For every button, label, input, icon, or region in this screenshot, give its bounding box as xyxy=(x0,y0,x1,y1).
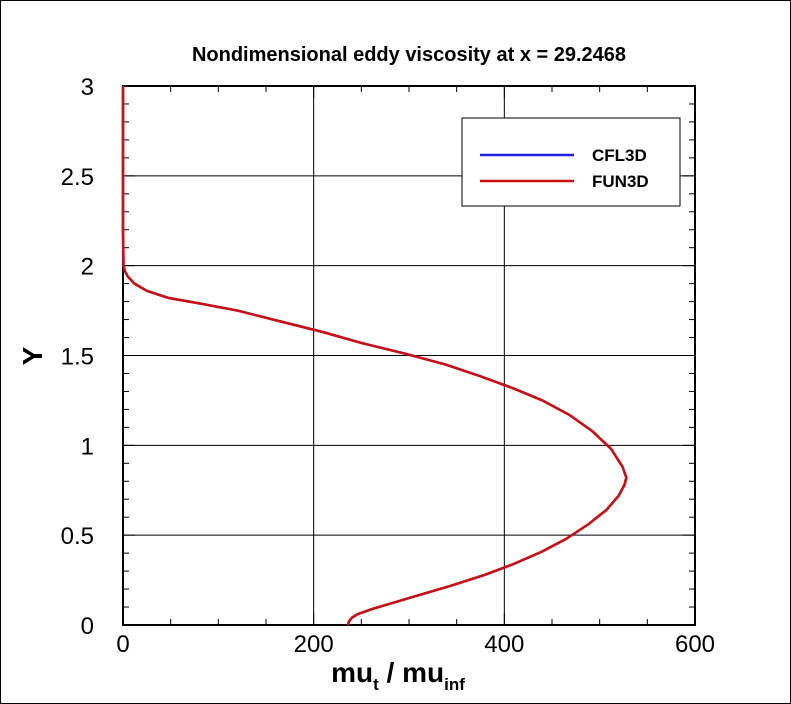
y-tick-label: 1 xyxy=(81,433,94,460)
series-line-fun3d xyxy=(121,86,628,626)
y-axis-label: Y xyxy=(17,346,48,365)
legend-label-fun3d: FUN3D xyxy=(592,172,649,191)
x-tick-labels: 0 200 400 600 xyxy=(116,631,715,658)
series-lines xyxy=(121,86,628,626)
plot-border xyxy=(122,85,696,626)
y-tick-label: 2.5 xyxy=(61,164,94,191)
legend: CFL3D FUN3D xyxy=(461,117,681,207)
y-tick-label: 1.5 xyxy=(61,344,94,371)
legend-label-cfl3d: CFL3D xyxy=(592,146,647,165)
x-tick-label: 600 xyxy=(675,631,715,658)
legend-box xyxy=(461,117,681,207)
y-tick-label: 0.5 xyxy=(61,523,94,550)
y-tick-label: 0 xyxy=(81,613,94,640)
x-axis-label-sub2: inf xyxy=(444,675,465,694)
x-axis-label-sep: / mu xyxy=(379,657,444,688)
y-tick-label: 2 xyxy=(81,254,94,281)
x-axis-label-sub1: t xyxy=(373,675,379,694)
x-tick-label: 400 xyxy=(484,631,524,658)
x-tick-label: 0 xyxy=(116,631,129,658)
x-tick-label: 200 xyxy=(294,631,334,658)
chart-title: Nondimensional eddy viscosity at x = 29.… xyxy=(192,44,626,66)
x-axis-label-main: mu xyxy=(331,657,373,688)
y-tick-label: 3 xyxy=(81,74,94,101)
y-tick-labels: 0 0.5 1 1.5 2 2.5 3 xyxy=(61,74,94,640)
x-axis-label: mut / muinf xyxy=(331,657,465,694)
